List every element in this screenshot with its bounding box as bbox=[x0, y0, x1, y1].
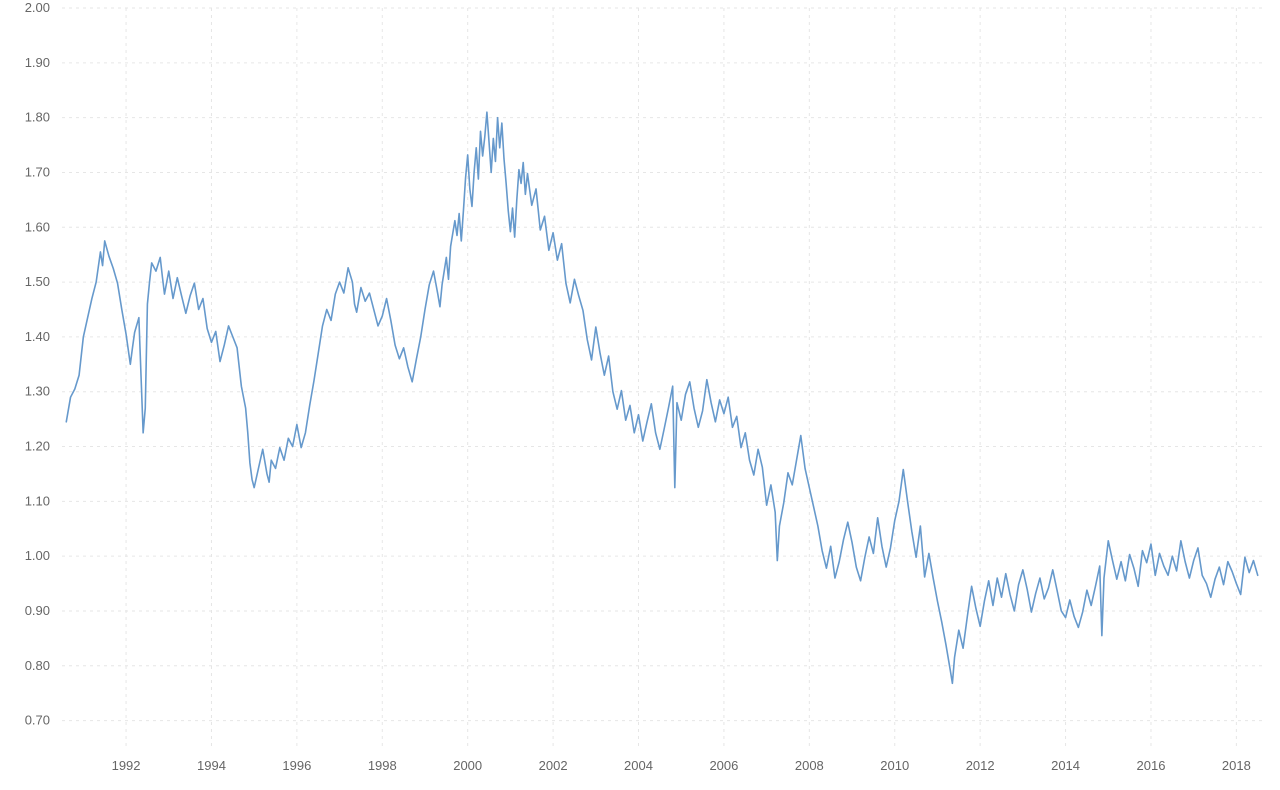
y-tick-label: 0.90 bbox=[25, 603, 50, 618]
y-tick-label: 1.20 bbox=[25, 439, 50, 454]
y-tick-label: 0.80 bbox=[25, 658, 50, 673]
y-tick-label: 1.80 bbox=[25, 110, 50, 125]
y-tick-label: 1.40 bbox=[25, 329, 50, 344]
x-tick-label: 2002 bbox=[539, 758, 568, 773]
x-tick-label: 2004 bbox=[624, 758, 653, 773]
x-tick-label: 1992 bbox=[112, 758, 141, 773]
x-tick-label: 1994 bbox=[197, 758, 226, 773]
x-tick-label: 2010 bbox=[880, 758, 909, 773]
x-tick-label: 1998 bbox=[368, 758, 397, 773]
x-tick-label: 2008 bbox=[795, 758, 824, 773]
y-tick-label: 1.10 bbox=[25, 493, 50, 508]
y-tick-label: 1.60 bbox=[25, 219, 50, 234]
x-tick-label: 1996 bbox=[282, 758, 311, 773]
y-tick-label: 1.00 bbox=[25, 548, 50, 563]
x-tick-label: 2012 bbox=[966, 758, 995, 773]
y-tick-label: 1.90 bbox=[25, 55, 50, 70]
line-chart: 0.70 0.80 0.90 1.00 1.10 1.20 1.30 1.40 1.50 1.60… bbox=[0, 0, 1280, 790]
chart-container: 0.70 0.80 0.90 1.00 1.10 1.20 1.30 1.40 1.50 1.60… bbox=[0, 0, 1280, 790]
y-tick-label: 0.70 bbox=[25, 713, 50, 728]
x-tick-label: 2000 bbox=[453, 758, 482, 773]
y-tick-label: 1.30 bbox=[25, 384, 50, 399]
y-tick-label: 1.50 bbox=[25, 274, 50, 289]
y-tick-label: 2.00 bbox=[25, 0, 50, 15]
x-tick-label: 2016 bbox=[1137, 758, 1166, 773]
x-tick-label: 2014 bbox=[1051, 758, 1080, 773]
x-tick-label: 2006 bbox=[709, 758, 738, 773]
x-tick-label: 2018 bbox=[1222, 758, 1251, 773]
y-tick-label: 1.70 bbox=[25, 164, 50, 179]
